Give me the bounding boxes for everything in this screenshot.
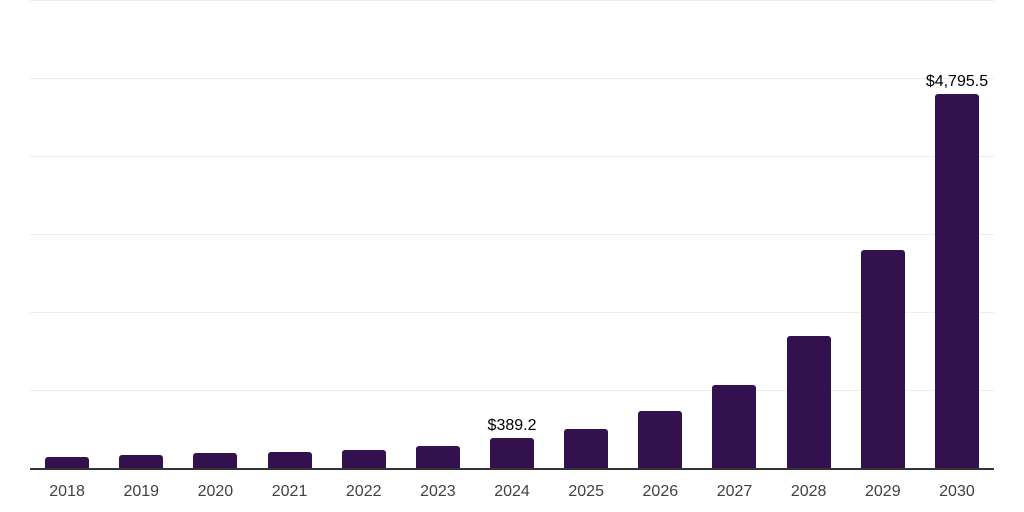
bar-2027 [712,384,757,468]
bar-2020 [193,453,238,468]
data-label-2024: $389.2 [487,416,537,434]
x-tick-label-2025: 2025 [568,483,604,500]
bar-column-2021 [252,0,326,468]
gridline [30,312,994,313]
bar-2018 [45,457,90,468]
gridline [30,156,994,157]
bar-column-2026 [623,0,697,468]
bar-2021 [267,451,312,468]
x-tick-label-2027: 2027 [716,483,753,500]
x-tick-label-2021: 2021 [271,483,308,500]
bar-column-2027 [697,0,771,468]
bar-column-2029 [846,0,920,468]
bar-columns: $389.2 $4,795.5 [30,0,994,468]
bar-column-2023 [401,0,475,468]
x-tick-label-2023: 2023 [420,483,456,500]
bar-column-2030: $4,795.5 [920,0,994,468]
gridline [30,390,994,391]
bar-column-2020 [178,0,252,468]
bar-column-2028 [772,0,846,468]
bar-column-2018 [30,0,104,468]
x-axis-line [30,468,994,470]
x-tick-label-2018: 2018 [49,483,85,500]
x-tick-label-2022: 2022 [345,483,382,500]
x-tick-label-2024: 2024 [494,483,530,500]
x-tick-label-2028: 2028 [790,483,827,500]
bar-2022 [341,450,386,468]
bar-2023 [415,446,460,468]
gridline [30,78,994,79]
bar-2024 [490,437,535,468]
gridline [30,0,994,1]
bar-2029 [860,250,905,468]
bar-column-2024: $389.2 [475,0,549,468]
gridline [30,234,994,235]
data-label-2030: $4,795.5 [925,72,989,90]
bar-2030 [934,93,979,468]
x-tick-label-2026: 2026 [642,483,679,500]
x-tick-label-2030: 2030 [939,483,975,500]
bar-2025 [564,428,609,468]
bar-2026 [638,411,683,468]
bar-column-2025 [549,0,623,468]
x-tick-label-2020: 2020 [197,483,234,500]
x-axis-tick-labels: 2018 2019 2020 2021 2022 2023 2024 2025 2026 2027… [30,483,994,501]
bar-2028 [786,336,831,468]
x-tick-label-2019: 2019 [123,483,160,500]
plot-area: $389.2 $4,795.5 [30,0,994,468]
bar-2019 [119,454,164,468]
bar-column-2019 [104,0,178,468]
x-tick-label-2029: 2029 [865,483,901,500]
bar-column-2022 [327,0,401,468]
